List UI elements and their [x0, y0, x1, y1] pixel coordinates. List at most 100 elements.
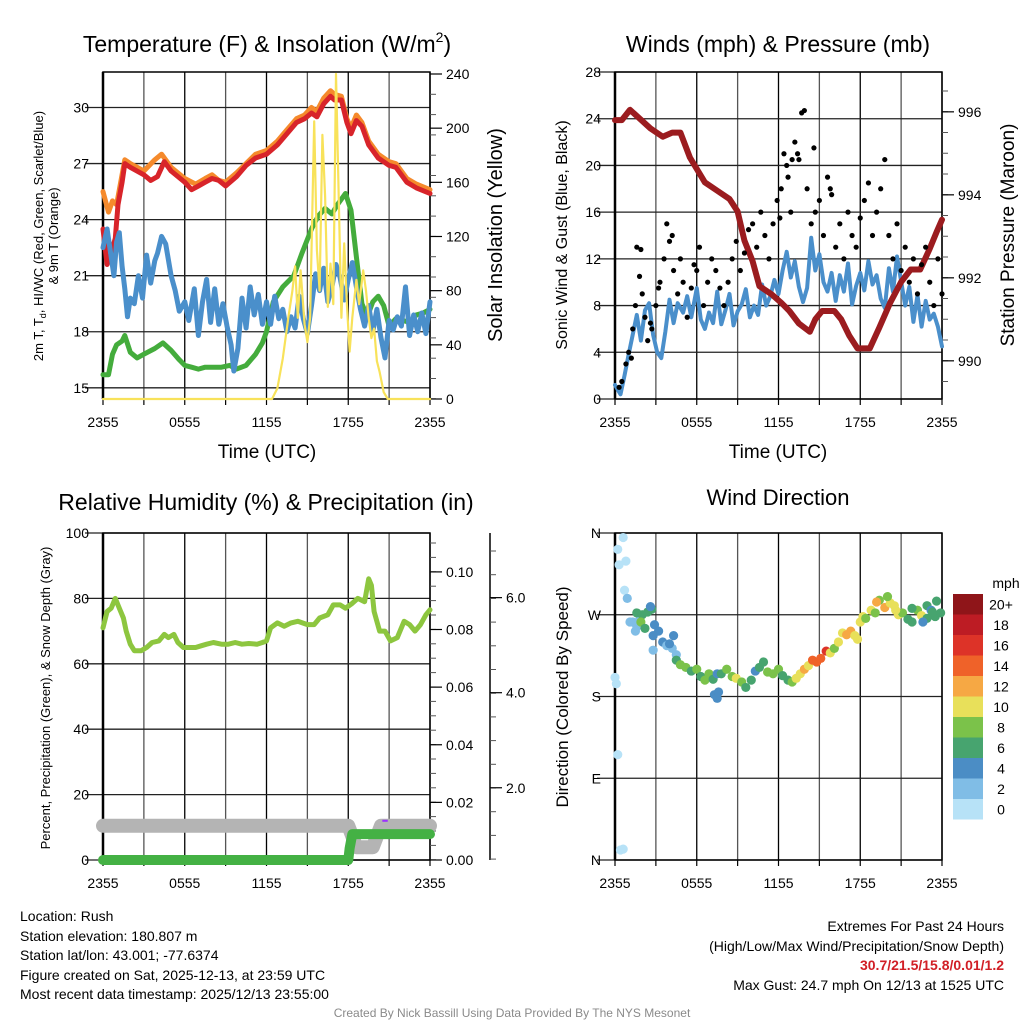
panel-winds: 2355 0555 1155 1755 2355 0 4 8 12 16 20 24 28 990 992 9… — [585, 64, 981, 430]
x-tick-label: 2355 — [599, 414, 630, 430]
gust-point — [861, 197, 867, 204]
y-tick-label: S — [592, 689, 601, 705]
direction-point — [722, 664, 732, 674]
gust-point — [664, 221, 670, 227]
station-info: Location: Rush Station elevation: 180.80… — [20, 907, 329, 1005]
direction-point — [833, 637, 844, 647]
y-tick-label: 80 — [73, 590, 89, 606]
y2-tick-label: 994 — [958, 187, 982, 203]
colorbar-label: 2 — [997, 781, 1005, 797]
y2-tick-label: 80 — [446, 283, 462, 299]
direction-point — [613, 544, 623, 554]
y-tick-label: 24 — [73, 212, 89, 228]
series-precipitation — [98, 829, 435, 865]
gust-point — [626, 349, 632, 355]
direction-point — [907, 617, 917, 627]
gust-point — [777, 215, 783, 221]
y-tick-label: 0 — [593, 391, 601, 407]
gust-point — [837, 221, 843, 227]
direction-point — [907, 603, 917, 613]
gust-point — [829, 192, 835, 198]
series-station-pressure — [612, 106, 945, 352]
gust-point — [853, 244, 859, 250]
y-tick-label: 40 — [73, 721, 89, 737]
direction-point — [870, 608, 880, 618]
gust-point — [630, 326, 636, 332]
gust-point — [878, 186, 884, 192]
gust-point — [833, 244, 839, 250]
colorbar-title: mph — [992, 575, 1019, 591]
extremes-description: (High/Low/Max Wind/Precipitation/Snow De… — [709, 937, 1004, 954]
gust-point — [894, 221, 900, 227]
x-tick-label: 0555 — [169, 875, 200, 891]
y2-tick-label: 992 — [958, 270, 982, 286]
y2-tick-label: 200 — [446, 120, 470, 136]
gust-point — [717, 285, 723, 291]
gust-point — [865, 180, 872, 186]
gust-point — [619, 378, 625, 385]
panel-temperature: 2355 0555 1155 1755 2355 15 18 21 24 27 30 0 40 80 120… — [73, 66, 469, 430]
gust-point — [762, 232, 768, 239]
gust-point — [784, 162, 790, 169]
direction-point — [692, 664, 702, 674]
gust-point — [657, 279, 663, 285]
colorbar-label: 6 — [997, 740, 1005, 756]
direction-point — [927, 607, 938, 617]
direction-point — [619, 585, 630, 595]
station-elevation: Station elevation: 180.807 m — [20, 927, 198, 944]
gust-point — [729, 256, 735, 262]
x-tick-label: 2355 — [87, 414, 118, 430]
direction-point — [621, 556, 631, 566]
gust-point — [754, 244, 760, 250]
gust-point — [694, 267, 700, 274]
y-tick-label: 24 — [585, 111, 601, 127]
gust-point — [713, 267, 719, 274]
y2-tick-label: 6.0 — [506, 590, 526, 606]
station-latlon: Station lat/lon: 43.001; -77.6374 — [20, 947, 219, 963]
direction-point — [816, 653, 826, 663]
colorbar-label: 4 — [997, 760, 1005, 776]
x-tick-label: 1755 — [845, 414, 876, 430]
gust-point — [857, 215, 863, 221]
gust-point — [882, 156, 888, 163]
x-tick-label: 1155 — [251, 875, 281, 891]
direction-point — [713, 687, 724, 697]
colorbar-label: 12 — [993, 678, 1009, 694]
panel-humidity: 2355 0555 1155 1755 2355 0 20 40 60 80 100 0.00 0.02… — [66, 525, 526, 891]
gust-point — [677, 256, 684, 262]
direction-point — [648, 645, 658, 655]
gust-point — [691, 262, 697, 268]
gust-point — [741, 250, 748, 256]
gust-point — [914, 291, 921, 297]
series-relative-humidity — [100, 576, 433, 654]
gust-point — [696, 244, 703, 250]
direction-point — [746, 675, 756, 685]
y2-tick-label: 160 — [446, 174, 470, 190]
gust-point — [824, 174, 831, 180]
y2-tick-label: 4.0 — [506, 685, 526, 701]
humidity-title: Relative Humidity (%) & Precipitation (i… — [58, 489, 473, 515]
gust-point — [737, 267, 743, 274]
gust-point — [766, 256, 772, 262]
gust-point — [632, 302, 639, 309]
direction-point — [668, 631, 679, 641]
colorbar-label: 8 — [997, 719, 1005, 735]
y-tick-label: E — [592, 770, 601, 786]
winds-xlabel: Time (UTC) — [729, 442, 828, 463]
x-tick-label: 2355 — [414, 414, 445, 430]
gust-point — [745, 227, 752, 233]
gust-point — [801, 107, 807, 114]
y-tick-label: 20 — [73, 787, 89, 803]
extremes-values: 30.7/21.5/15.8/0.01/1.2 — [859, 957, 1004, 973]
x-tick-label: 2355 — [926, 414, 957, 430]
series-hi-wc — [100, 226, 433, 374]
gust-point — [666, 238, 673, 244]
max-gust: Max Gust: 24.7 mph On 12/13 at 1525 UTC — [733, 976, 1004, 993]
gust-point — [816, 197, 822, 204]
gust-point — [869, 232, 876, 239]
colorbar-label: 18 — [993, 617, 1009, 633]
gust-point — [733, 238, 739, 244]
gust-point — [721, 302, 727, 309]
gust-point — [656, 285, 662, 291]
y-tick-label: 18 — [73, 324, 89, 340]
